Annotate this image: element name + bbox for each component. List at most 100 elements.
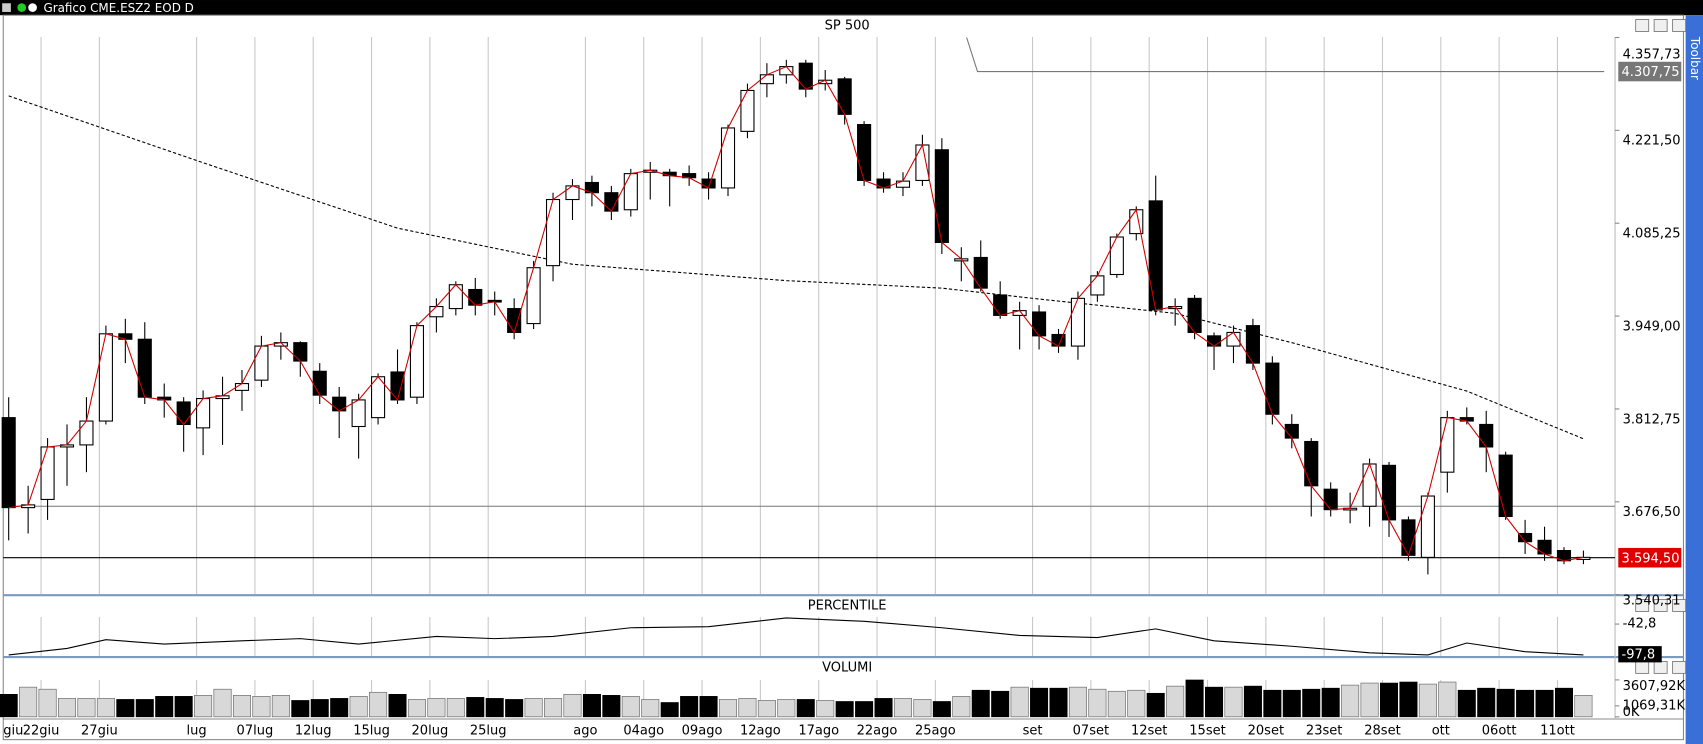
volume-bar bbox=[135, 699, 154, 718]
volume-bar bbox=[1399, 681, 1418, 718]
x-tick-label: 22giu bbox=[23, 723, 60, 738]
percentile-line bbox=[8, 617, 1584, 656]
volume-bar bbox=[1068, 686, 1087, 718]
volume-bar bbox=[1438, 681, 1457, 718]
x-tick-label: giu bbox=[3, 723, 23, 738]
volume-bar bbox=[582, 693, 601, 718]
candle-body bbox=[312, 370, 327, 396]
volume-bar bbox=[1166, 685, 1185, 718]
price-label: 4.307,75 bbox=[1622, 65, 1680, 80]
pane-button[interactable] bbox=[1653, 661, 1668, 674]
candle-body bbox=[448, 284, 463, 310]
candle-body bbox=[254, 345, 269, 381]
volume-bar bbox=[1243, 685, 1262, 718]
volume-bar bbox=[1127, 689, 1146, 718]
volume-bar bbox=[174, 696, 193, 718]
candle-body bbox=[1032, 311, 1047, 337]
pane-button[interactable] bbox=[1635, 661, 1650, 674]
candle-body bbox=[1245, 325, 1260, 364]
toolbar-strip[interactable] bbox=[1685, 15, 1703, 744]
x-tick-label: 20lug bbox=[412, 723, 449, 738]
menu-icon[interactable] bbox=[2, 3, 11, 12]
volume-bar bbox=[524, 698, 543, 718]
candle-body bbox=[1129, 209, 1144, 235]
x-tick-label: ago bbox=[573, 723, 597, 738]
title-bar bbox=[0, 0, 1703, 16]
candle-body bbox=[759, 74, 774, 85]
pane-button[interactable] bbox=[1672, 19, 1687, 32]
pane-button[interactable] bbox=[1672, 599, 1687, 612]
pane-title: VOLUMI bbox=[822, 660, 872, 675]
volume-bar bbox=[1185, 679, 1204, 718]
volume-bar bbox=[816, 700, 835, 718]
pane-button[interactable] bbox=[1635, 599, 1650, 612]
volume-bar bbox=[1302, 688, 1321, 718]
candle-body bbox=[934, 149, 949, 244]
x-tick-label: 15set bbox=[1189, 723, 1225, 738]
volume-bar bbox=[271, 695, 290, 718]
candle-body bbox=[545, 198, 561, 267]
moving-average bbox=[8, 95, 1584, 440]
volume-bar bbox=[718, 699, 738, 718]
y-tick-label: 3.812,75 bbox=[1623, 412, 1681, 427]
x-tick-label: 23set bbox=[1306, 723, 1342, 738]
x-tick-label: 07lug bbox=[237, 723, 274, 738]
volume-bar bbox=[991, 690, 1010, 718]
volume-bar bbox=[466, 697, 485, 718]
volume-bar bbox=[57, 698, 77, 718]
x-tick-label: 09ago bbox=[682, 723, 723, 738]
volume-bar bbox=[194, 695, 213, 718]
candle-body bbox=[1362, 463, 1377, 507]
x-tick-label: lug bbox=[187, 723, 207, 738]
volume-bar bbox=[155, 696, 174, 718]
candle-body bbox=[137, 338, 152, 398]
toolbar-label[interactable]: Toolbar bbox=[1688, 36, 1702, 80]
volume-bar bbox=[621, 696, 640, 718]
volume-bar bbox=[913, 699, 932, 718]
volume-bar bbox=[544, 698, 563, 718]
volume-bar bbox=[1341, 684, 1360, 718]
volume-bar bbox=[893, 698, 912, 718]
volume-bar bbox=[796, 699, 815, 718]
volume-bar bbox=[407, 699, 426, 718]
x-tick-label: 12set bbox=[1131, 723, 1167, 738]
value-label: -97,8 bbox=[1622, 647, 1656, 662]
pane-button[interactable] bbox=[1672, 661, 1687, 674]
volume-bar bbox=[330, 698, 349, 718]
volume-bar bbox=[757, 700, 776, 718]
volume-bar bbox=[1418, 683, 1437, 718]
x-tick-label: 17ago bbox=[798, 723, 839, 738]
frame bbox=[2, 14, 1684, 741]
x-tick-label: 20set bbox=[1248, 723, 1284, 738]
y-tick-label: 0K bbox=[1623, 705, 1640, 720]
volume-bar bbox=[1457, 689, 1476, 718]
y-tick-label: 4.221,50 bbox=[1623, 134, 1681, 149]
x-tick-label: 12ago bbox=[740, 723, 781, 738]
volume-bar bbox=[1224, 686, 1243, 718]
candle-body bbox=[390, 371, 405, 401]
volume-bar bbox=[116, 699, 135, 718]
volume-bar bbox=[485, 698, 504, 718]
candle-body bbox=[1479, 423, 1494, 448]
candle-body bbox=[1304, 440, 1319, 487]
x-tick-label: 27giu bbox=[81, 723, 118, 738]
volume-bar bbox=[1010, 686, 1029, 718]
status-icon bbox=[17, 3, 27, 12]
volume-bar bbox=[1205, 686, 1224, 718]
x-tick-label: 04ago bbox=[623, 723, 664, 738]
pane-button[interactable] bbox=[1653, 599, 1668, 612]
candle-body bbox=[993, 294, 1008, 316]
candle-body bbox=[623, 173, 638, 211]
candle-body bbox=[837, 78, 852, 115]
pane-button[interactable] bbox=[1653, 19, 1668, 32]
candle-body bbox=[1401, 519, 1416, 556]
candle-body bbox=[1090, 275, 1105, 296]
pane-button[interactable] bbox=[1635, 19, 1650, 32]
candle-body bbox=[973, 256, 988, 289]
x-tick-label: 28set bbox=[1364, 723, 1400, 738]
candle-body bbox=[1206, 335, 1222, 347]
volume-bar bbox=[1516, 689, 1535, 718]
volume-bar bbox=[1477, 687, 1496, 718]
volume-bar bbox=[1321, 687, 1340, 718]
